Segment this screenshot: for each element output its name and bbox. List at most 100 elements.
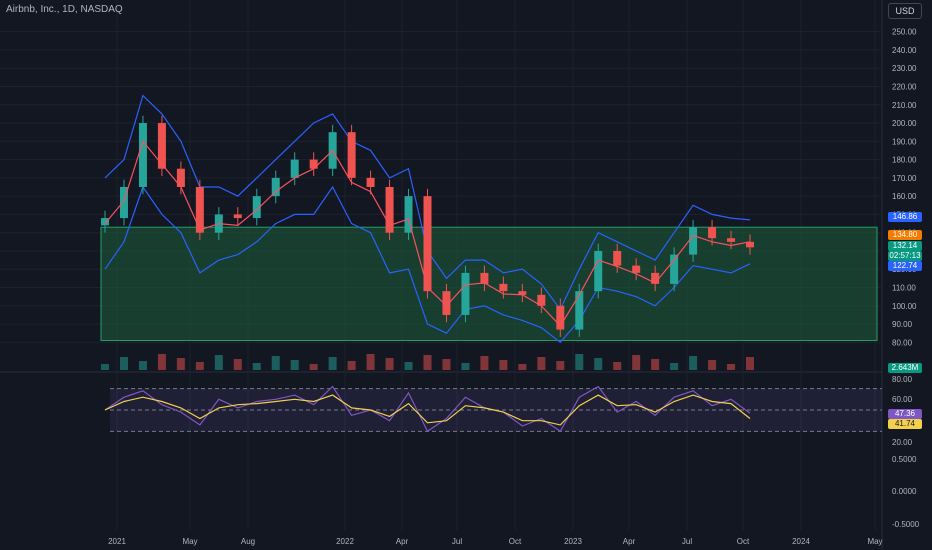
price-tick-label: 170.00 <box>892 174 917 183</box>
time-tick-label: Oct <box>509 537 522 546</box>
rsi-tick-label: -0.5000 <box>892 520 920 529</box>
candle-body <box>385 187 394 233</box>
volume-bar <box>290 360 299 370</box>
price-tick-label: 210.00 <box>892 101 917 110</box>
candle-body <box>101 218 109 226</box>
price-tag-ma: 134.80 <box>888 230 922 240</box>
candle-body <box>233 214 242 219</box>
volume-bar <box>556 361 565 370</box>
time-tick-label: 2023 <box>564 537 582 546</box>
volume-bar <box>727 364 736 370</box>
price-tag-bb-lower: 122.74 <box>888 261 922 271</box>
candle-body <box>176 168 185 187</box>
time-tick-label: Jul <box>682 537 692 546</box>
time-tick-label: 2024 <box>792 537 810 546</box>
bollinger-lower-line <box>104 185 751 344</box>
candle-body <box>157 123 166 169</box>
volume-bar <box>119 357 128 370</box>
candle-body <box>632 265 641 273</box>
rsi-tick-label: 0.5000 <box>892 455 917 464</box>
rsi-ma-tag: 41.74 <box>888 419 922 429</box>
candle-body <box>727 238 736 242</box>
candle-body <box>290 159 299 178</box>
candle-body <box>461 272 470 315</box>
time-tick-label: Oct <box>737 537 750 546</box>
price-tag-bb-upper: 146.86 <box>888 212 922 222</box>
price-tick-label: 80.00 <box>892 338 913 347</box>
candle-body <box>556 305 565 330</box>
candle-body <box>271 177 280 197</box>
volume-tag: 2.643M <box>888 363 922 373</box>
volume-bar <box>689 356 698 370</box>
volume-bar <box>195 362 204 370</box>
candle-body <box>746 241 754 248</box>
volume-bar <box>613 362 622 370</box>
volume-bar <box>157 354 166 370</box>
candle-body <box>480 272 489 284</box>
price-tick-label: 100.00 <box>892 302 917 311</box>
volume-bar <box>499 360 508 370</box>
candle-body <box>347 132 356 178</box>
volume-bar <box>101 364 109 370</box>
rsi-tick-label: 20.00 <box>892 438 913 447</box>
volume-bar <box>537 357 546 370</box>
volume-bar <box>385 358 394 370</box>
candle-body <box>366 177 375 187</box>
volume-bar <box>651 359 660 370</box>
candle-body <box>708 227 717 239</box>
candle-body <box>670 254 679 284</box>
candle-body <box>689 227 698 255</box>
candle-body <box>613 250 622 266</box>
candle-body <box>499 283 508 292</box>
volume-bar <box>309 364 318 370</box>
volume-bar <box>176 358 185 370</box>
volume-bar <box>575 354 584 370</box>
time-tick-label: Apr <box>623 537 636 546</box>
rsi-tick-label: 0.0000 <box>892 487 917 496</box>
time-tick-label: 2022 <box>336 537 354 546</box>
candle-body <box>138 123 147 187</box>
currency-button[interactable]: USD <box>888 3 922 19</box>
volume-bar <box>214 355 223 370</box>
rsi-line <box>104 385 751 433</box>
candle-body <box>594 250 603 292</box>
price-tick-label: 110.00 <box>892 284 916 293</box>
volume-bar <box>480 356 489 370</box>
volume-bar <box>138 361 147 370</box>
volume-bar <box>271 356 280 370</box>
candle-body <box>423 196 432 292</box>
volume-bar <box>423 355 432 370</box>
price-tick-label: 180.00 <box>892 156 917 165</box>
candle-body <box>442 291 451 315</box>
price-tick-label: 250.00 <box>892 28 917 37</box>
volume-bar <box>366 354 375 370</box>
price-tick-label: 200.00 <box>892 119 917 128</box>
candle-body <box>252 196 261 219</box>
rsi-tag: 47.36 <box>888 409 922 419</box>
price-tick-label: 220.00 <box>892 82 917 91</box>
price-tick-label: 190.00 <box>892 137 917 146</box>
price-tick-label: 160.00 <box>892 192 917 201</box>
price-tick-label: 230.00 <box>892 64 917 73</box>
candle-body <box>195 187 204 233</box>
countdown-tag: 02:57:13 <box>888 251 922 261</box>
time-tick-label: Jul <box>452 537 462 546</box>
moving-average-line <box>104 140 751 327</box>
symbol-title: Airbnb, Inc., 1D, NASDAQ <box>6 4 123 15</box>
time-tick-label: May <box>867 537 882 546</box>
volume-bar <box>746 357 754 370</box>
candle-body <box>537 294 546 306</box>
price-tick-label: 240.00 <box>892 46 917 55</box>
price-tag-last: 132.14 <box>888 241 922 251</box>
volume-bar <box>252 363 261 370</box>
candle-body <box>309 159 318 169</box>
volume-bar <box>404 362 413 370</box>
volume-bar <box>461 363 470 370</box>
candle-body <box>518 291 527 295</box>
rsi-tick-label: 80.00 <box>892 375 913 384</box>
candle-body <box>575 291 584 330</box>
time-tick-label: 2021 <box>108 537 126 546</box>
volume-bar <box>594 358 603 370</box>
